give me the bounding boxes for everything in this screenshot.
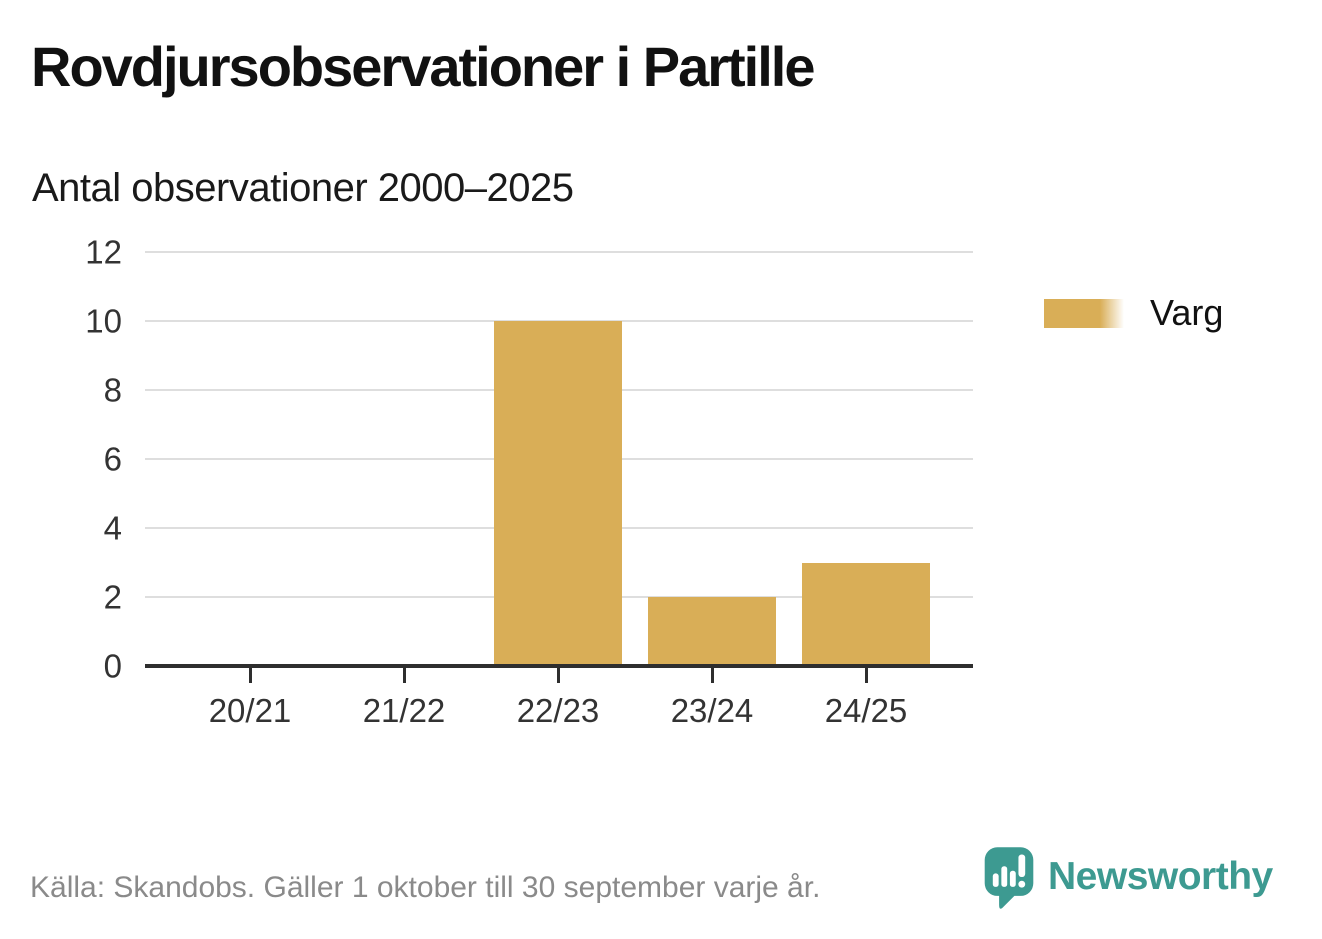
x-axis-label-20/21: 20/21 <box>208 692 292 729</box>
newsworthy-bubble-icon <box>984 847 1034 909</box>
chart-subtitle: Antal observationer 2000–2025 <box>32 166 574 210</box>
bar-24/25 <box>802 562 930 666</box>
brand-logo: Newsworthy <box>982 844 1273 910</box>
x-axis-tick-24/25 <box>864 668 868 683</box>
x-axis-label-22/23: 22/23 <box>516 692 600 729</box>
x-axis-tick-23/24 <box>710 668 714 683</box>
bar-23/24 <box>648 597 776 666</box>
y-axis-tick-label-6: 6 <box>103 440 122 478</box>
y-axis-labels: 0 2 4 6 8 10 12 <box>20 236 122 683</box>
x-axis-tick-20/21 <box>248 668 252 683</box>
y-axis-tick-label-12: 12 <box>85 233 122 271</box>
legend-label-varg: Varg <box>1150 292 1224 333</box>
y-axis-tick-label-4: 4 <box>103 509 122 547</box>
y-axis-tick-label-8: 8 <box>103 371 122 409</box>
x-axis-label-21/22: 21/22 <box>362 692 446 729</box>
x-axis-tick-21/22 <box>402 668 406 683</box>
legend-swatch-varg <box>1044 298 1124 328</box>
x-axis-label-24/25: 24/25 <box>824 692 908 729</box>
brand-wordmark: Newsworthy <box>1048 855 1273 898</box>
speech-bubble-shape <box>984 847 1034 909</box>
x-axis-tick-22/23 <box>556 668 560 683</box>
y-axis-tick-label-0: 0 <box>103 647 122 685</box>
source-note: Källa: Skandobs. Gäller 1 oktober till 3… <box>30 871 821 904</box>
chart-title: Rovdjursobservationer i Partille <box>31 35 815 98</box>
x-axis-label-23/24: 23/24 <box>670 692 754 729</box>
y-axis-tick-label-2: 2 <box>103 578 122 616</box>
bar-22/23 <box>494 321 622 666</box>
x-axis-line <box>145 664 973 668</box>
plot-area: 20/21 21/22 22/23 23/24 24/25 <box>145 251 973 729</box>
legend: Varg <box>1044 292 1223 334</box>
y-axis-tick-label-10: 10 <box>85 302 122 340</box>
gridline-y12 <box>145 251 973 253</box>
